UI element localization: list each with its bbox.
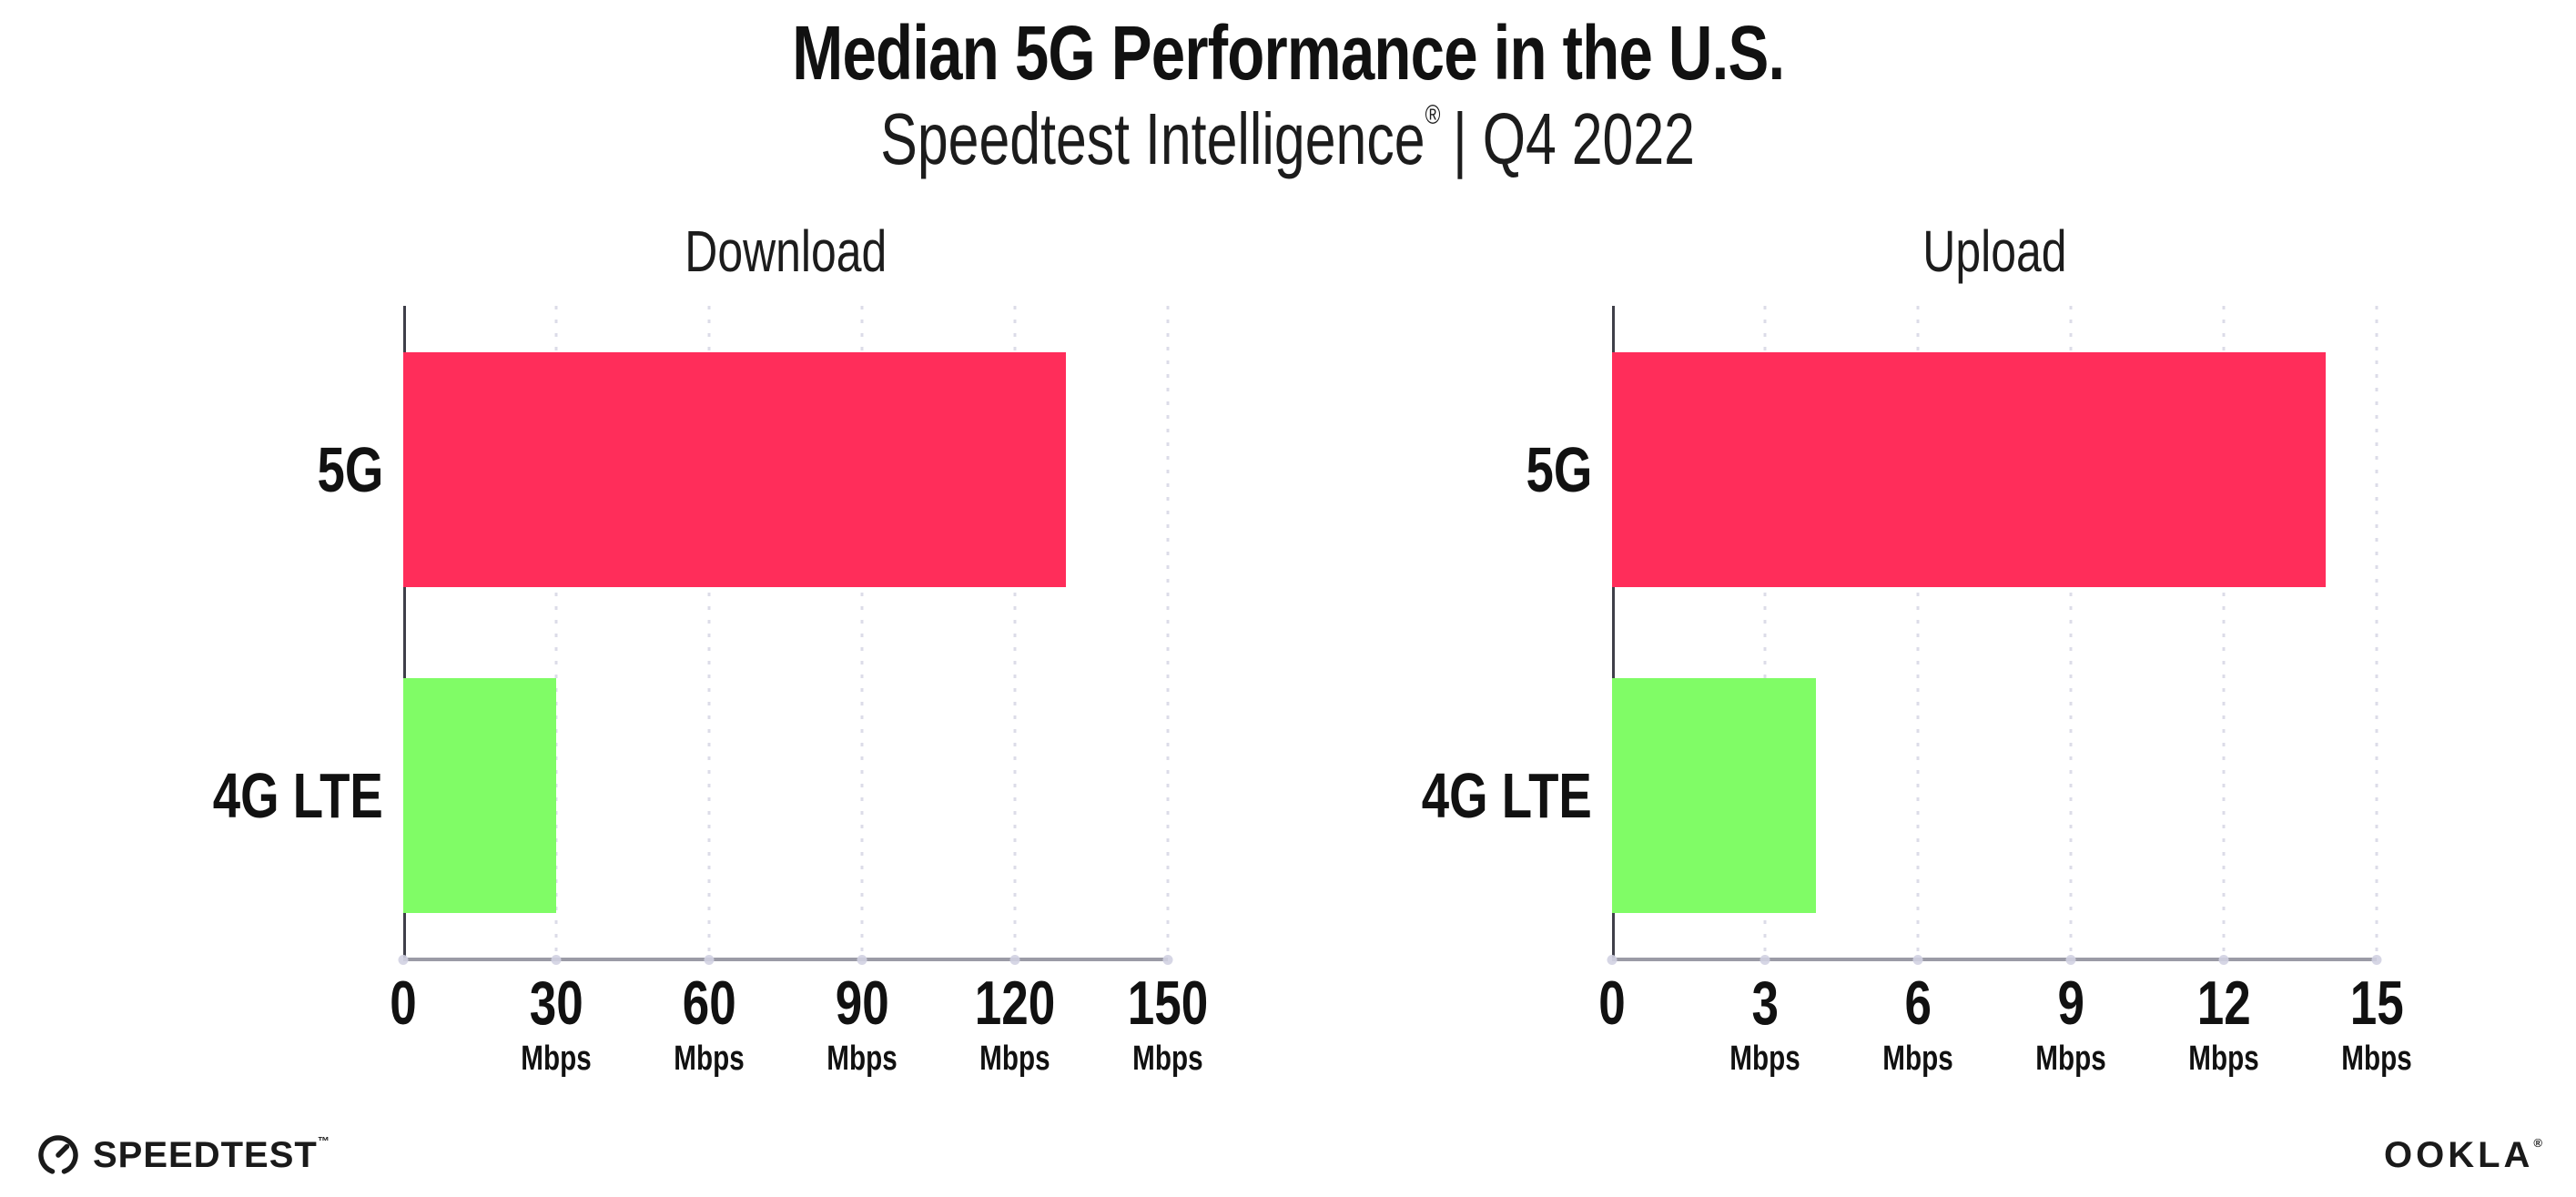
x-tick-12: 12 Mbps (2178, 972, 2268, 1076)
y-axis-labels: 5G 4G LTE (1421, 306, 1612, 959)
axis-tick-dot (2371, 955, 2382, 965)
y-axis-label-5g: 5G (317, 434, 383, 505)
speedtest-gauge-icon (38, 1135, 78, 1174)
x-tick-3: 3 Mbps (1719, 972, 1810, 1076)
trademark-mark: ™ (317, 1134, 330, 1148)
gridline (2069, 306, 2073, 959)
charts-row: Download 5G 4G LTE 0 (212, 215, 2412, 1118)
axis-tick-dot (398, 955, 409, 965)
x-tick-unit: Mbps (979, 1040, 1050, 1078)
speedtest-wordmark: SPEEDTEST™ (93, 1134, 330, 1175)
gridline (2222, 306, 2226, 959)
y-axis-line (403, 306, 406, 959)
axis-tick-dot (1009, 955, 1020, 965)
x-tick-30: 30 Mbps (511, 972, 601, 1076)
page-title: Median 5G Performance in the U.S. (0, 13, 2576, 93)
axis-tick-dot (704, 955, 715, 965)
plot-area-download (398, 306, 1173, 965)
gridline (2375, 306, 2378, 959)
y-axis-label-4g-lte: 4G LTE (212, 760, 383, 831)
gridline (1916, 306, 1920, 959)
x-tick-60: 60 Mbps (664, 972, 754, 1076)
axis-tick-dot (1162, 955, 1173, 965)
x-axis-upload: 0 3 Mbps 6 Mbps 9 Mbps 12 Mbps 15 Mbps (1598, 972, 2411, 1118)
x-tick-unit: Mbps (1729, 1040, 1800, 1078)
x-tick-120: 120 Mbps (963, 972, 1066, 1076)
x-tick-unit: Mbps (2188, 1040, 2259, 1078)
axis-tick-dot (857, 955, 867, 965)
gridline (1763, 306, 1767, 959)
gridline (1013, 306, 1017, 959)
speedtest-logo: SPEEDTEST™ (36, 1133, 330, 1177)
x-tick-unit: Mbps (827, 1040, 898, 1078)
page-title-text: Median 5G Performance in the U.S. (791, 10, 1785, 96)
plot-area-upload (1607, 306, 2382, 965)
x-tick-unit: Mbps (2341, 1040, 2412, 1078)
x-tick-9: 9 Mbps (2025, 972, 2115, 1076)
y-axis-label-5g: 5G (1526, 434, 1592, 505)
y-axis-labels: 5G 4G LTE (212, 306, 403, 959)
chart-upload: Upload 5G 4G LTE 0 (1421, 215, 2412, 1118)
x-axis-line (1612, 958, 2377, 961)
axis-tick-dot (2218, 955, 2229, 965)
chart-title-upload: Upload (1922, 218, 2067, 284)
y-axis-line (1612, 306, 1615, 959)
footer: SPEEDTEST™ OOKLA® (36, 1133, 2542, 1177)
subtitle-period: | Q4 2022 (1453, 98, 1696, 180)
x-tick-unit: Mbps (2035, 1040, 2106, 1078)
page-subtitle-text: Speedtest Intelligence® | Q4 2022 (881, 102, 1696, 176)
x-axis-download: 0 30 Mbps 60 Mbps 90 Mbps 120 Mbps 150 M… (390, 972, 1208, 1118)
axis-tick-dot (2065, 955, 2076, 965)
gridline (860, 306, 864, 959)
x-tick-unit: Mbps (521, 1040, 592, 1078)
bar-4g-lte-download (403, 678, 556, 913)
registered-mark: ® (1425, 100, 1441, 131)
registered-mark: ® (2533, 1135, 2542, 1150)
gridline (1166, 306, 1170, 959)
bar-5g-upload (1612, 352, 2326, 587)
subtitle-brand: Speedtest Intelligence (880, 98, 1425, 180)
axis-tick-dot (1912, 955, 1923, 965)
x-tick-0: 0 (1598, 969, 1626, 1038)
chart-header: Median 5G Performance in the U.S. Speedt… (0, 0, 2576, 176)
x-tick-15: 15 Mbps (2331, 972, 2421, 1076)
x-tick-unit: Mbps (1132, 1040, 1203, 1078)
x-tick-0: 0 (390, 969, 417, 1038)
chart-title-download: Download (684, 218, 887, 284)
axis-tick-dot (551, 955, 562, 965)
x-tick-6: 6 Mbps (1872, 972, 1962, 1076)
page-subtitle: Speedtest Intelligence® | Q4 2022 (0, 102, 2576, 176)
bar-5g-download (403, 352, 1066, 587)
bar-4g-lte-upload (1612, 678, 1816, 913)
axis-tick-dot (1760, 955, 1770, 965)
x-tick-unit: Mbps (674, 1040, 745, 1078)
chart-download: Download 5G 4G LTE 0 (212, 215, 1208, 1118)
x-tick-unit: Mbps (1882, 1040, 1953, 1078)
gridline (554, 306, 558, 959)
ookla-logo: OOKLA® (2383, 1134, 2542, 1175)
x-tick-150: 150 Mbps (1116, 972, 1219, 1076)
gridline (707, 306, 711, 959)
axis-tick-dot (1607, 955, 1618, 965)
x-axis-line (403, 958, 1168, 961)
y-axis-label-4g-lte: 4G LTE (1421, 760, 1592, 831)
x-tick-90: 90 Mbps (816, 972, 907, 1076)
